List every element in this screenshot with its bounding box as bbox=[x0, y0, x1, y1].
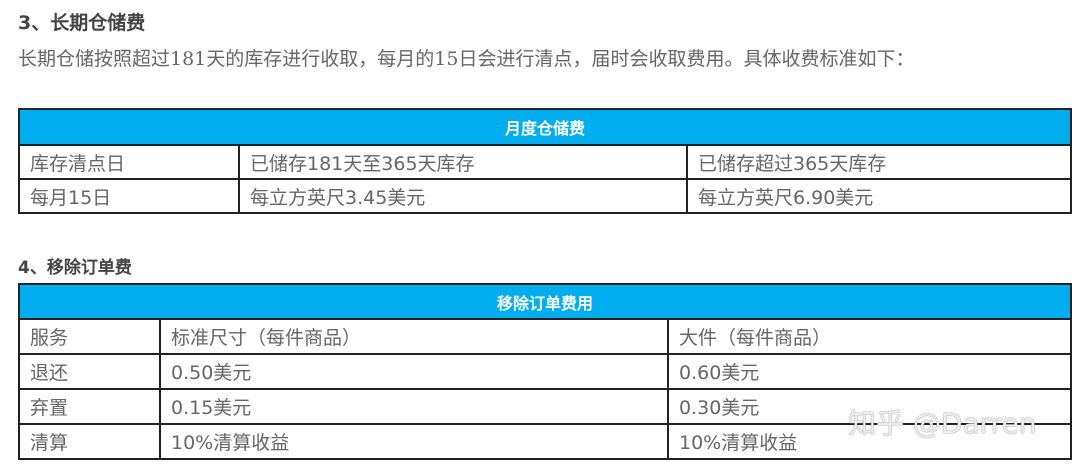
table-title: 移除订单费用 bbox=[18, 283, 1072, 320]
table-cell: 清算 bbox=[18, 423, 161, 460]
table-cell: 0.50美元 bbox=[159, 353, 669, 390]
table-row: 退还 0.50美元 0.60美元 bbox=[18, 353, 1072, 390]
watermark: 知乎 @Darren bbox=[848, 407, 1037, 440]
table-cell: 0.30美元 bbox=[667, 388, 1072, 425]
table-cell: 大件（每件商品） bbox=[667, 318, 1072, 355]
section3-paragraph: 长期仓储按照超过181天的库存进行收取，每月的15日会进行清点，届时会收取费用。… bbox=[18, 48, 915, 70]
table-row: 库存清点日 已储存181天至365天库存 已储存超过365天库存 bbox=[18, 144, 1072, 180]
table-cell: 服务 bbox=[18, 318, 161, 355]
table-cell: 标准尺寸（每件商品） bbox=[159, 318, 669, 355]
section4-heading: 4、移除订单费 bbox=[18, 258, 132, 278]
table-cell: 每立方英尺3.45美元 bbox=[238, 178, 688, 214]
table-title: 月度仓储费 bbox=[18, 108, 1072, 146]
section3-heading: 3、长期仓储费 bbox=[18, 12, 146, 34]
removal-fee-table: 移除订单费用 服务 标准尺寸（每件商品） 大件（每件商品） 退还 0.50美元 … bbox=[18, 283, 1072, 460]
table-cell: 每月15日 bbox=[18, 178, 240, 214]
table-cell: 库存清点日 bbox=[18, 144, 240, 180]
table-row: 服务 标准尺寸（每件商品） 大件（每件商品） bbox=[18, 318, 1072, 355]
monthly-storage-table: 月度仓储费 库存清点日 已储存181天至365天库存 已储存超过365天库存 每… bbox=[18, 108, 1072, 214]
table-cell: 0.15美元 bbox=[159, 388, 669, 425]
table-row: 弃置 0.15美元 0.30美元 bbox=[18, 388, 1072, 425]
table-row: 每月15日 每立方英尺3.45美元 每立方英尺6.90美元 bbox=[18, 178, 1072, 214]
table-cell: 10%清算收益 bbox=[667, 423, 1072, 460]
table-cell: 0.60美元 bbox=[667, 353, 1072, 390]
table-cell: 退还 bbox=[18, 353, 161, 390]
table-cell: 已储存181天至365天库存 bbox=[238, 144, 688, 180]
table-cell: 已储存超过365天库存 bbox=[686, 144, 1072, 180]
table-cell: 弃置 bbox=[18, 388, 161, 425]
table-cell: 10%清算收益 bbox=[159, 423, 669, 460]
table-row: 清算 10%清算收益 10%清算收益 bbox=[18, 423, 1072, 460]
table-cell: 每立方英尺6.90美元 bbox=[686, 178, 1072, 214]
